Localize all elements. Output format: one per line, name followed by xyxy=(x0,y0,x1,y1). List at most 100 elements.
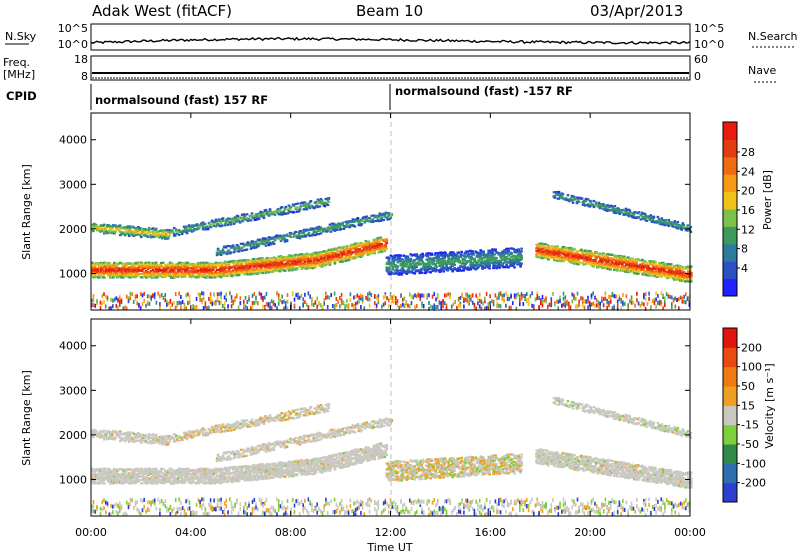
echo-cell xyxy=(241,263,244,265)
freq-tick-top: 18 xyxy=(74,53,88,66)
nsearch-label: N.Search xyxy=(748,30,798,43)
echo-cell xyxy=(251,212,254,214)
echo-cell xyxy=(223,252,226,254)
echo-cell xyxy=(386,238,389,240)
echo-cell xyxy=(141,276,144,278)
echo-cell xyxy=(472,254,475,256)
echo-cell xyxy=(285,206,288,208)
echo-cell xyxy=(310,200,313,202)
echo-cell xyxy=(336,229,339,231)
echo-cell xyxy=(296,207,299,209)
echo-cell xyxy=(250,219,253,221)
echo-cell xyxy=(572,202,575,204)
nsearch-tick-top: 10^5 xyxy=(694,22,724,35)
echo-cell xyxy=(432,260,435,262)
echo-cell xyxy=(306,208,309,210)
echo-cell xyxy=(278,238,281,240)
echo-cell xyxy=(473,258,476,260)
echo-cell xyxy=(633,214,636,216)
echo-cell xyxy=(290,236,293,238)
echo-cell xyxy=(300,205,303,207)
echo-cell xyxy=(603,204,606,206)
nsky-label: N.Sky xyxy=(5,30,37,43)
echo-cell xyxy=(269,208,272,210)
date-title: 03/Apr/2013 xyxy=(590,2,683,20)
echo-cell xyxy=(149,262,152,264)
echo-cell xyxy=(238,250,241,252)
echo-cell xyxy=(268,271,271,273)
echo-cell xyxy=(554,195,557,197)
echo-cell xyxy=(95,225,98,227)
echo-cell xyxy=(131,274,134,276)
echo-cell xyxy=(683,224,686,226)
echo-cell xyxy=(281,206,284,208)
echo-cell xyxy=(304,263,307,265)
echo-cell xyxy=(668,225,671,227)
echo-cell xyxy=(385,246,388,248)
echo-cell xyxy=(435,266,438,268)
echo-cell xyxy=(583,202,586,204)
echo-cell xyxy=(238,274,241,276)
echo-cell xyxy=(581,197,584,199)
station-title: Adak West (fitACF) xyxy=(92,2,232,20)
freq-unit-label: [MHz] xyxy=(3,68,35,81)
echo-cell xyxy=(324,256,327,258)
echo-cell xyxy=(328,198,331,200)
echo-cell xyxy=(663,269,666,271)
nsky-strip: N.Sky 10^5 10^0 10^5 10^0 N.Search xyxy=(5,22,798,51)
echo-cell xyxy=(168,235,171,237)
echo-cell xyxy=(228,249,231,251)
cpid-segment-2: normalsound (fast) -157 RF xyxy=(395,84,573,98)
echo-cell xyxy=(104,262,107,264)
echo-cell xyxy=(103,232,106,234)
echo-cell xyxy=(315,264,318,266)
echo-cell xyxy=(262,272,265,274)
echo-cell xyxy=(246,213,249,215)
echo-cell xyxy=(246,248,249,250)
echo-cell xyxy=(237,263,240,265)
echo-cell xyxy=(657,216,660,218)
echo-cell xyxy=(210,226,213,228)
echo-cell xyxy=(358,245,361,247)
echo-cell xyxy=(222,248,225,250)
echo-cell xyxy=(310,260,313,262)
echo-cell xyxy=(421,256,424,258)
echo-cell xyxy=(186,232,189,234)
echo-cell xyxy=(443,257,446,259)
echo-cell xyxy=(576,250,579,252)
echo-cell xyxy=(247,273,250,275)
echo-cell xyxy=(254,271,257,273)
nsky-tick-top: 10^5 xyxy=(58,22,88,35)
echo-cell xyxy=(430,253,433,255)
echo-cell xyxy=(386,248,389,250)
echo-cell xyxy=(103,224,106,226)
echo-cell xyxy=(558,191,561,193)
echo-cell xyxy=(648,274,651,276)
echo-cell xyxy=(169,273,172,275)
echo-cell xyxy=(573,248,576,250)
echo-cell xyxy=(361,223,364,225)
echo-cell xyxy=(293,211,296,213)
echo-cell xyxy=(342,223,345,225)
echo-cell xyxy=(220,254,223,256)
echo-cell xyxy=(383,219,386,221)
echo-cell xyxy=(407,256,410,258)
cpid-label: CPID xyxy=(6,89,37,103)
echo-cell xyxy=(457,251,460,253)
echo-cell xyxy=(346,245,349,247)
echo-cell xyxy=(354,225,357,227)
echo-cell xyxy=(561,256,564,258)
echo-cell xyxy=(400,255,403,257)
echo-cell xyxy=(577,259,580,261)
echo-cell xyxy=(638,211,641,213)
echo-cell xyxy=(401,273,404,275)
echo-cell xyxy=(273,243,276,245)
echo-cell xyxy=(299,209,302,211)
echo-cell xyxy=(384,250,387,252)
echo-cell xyxy=(178,234,181,236)
echo-cell xyxy=(460,251,463,253)
echo-cell xyxy=(677,221,680,223)
